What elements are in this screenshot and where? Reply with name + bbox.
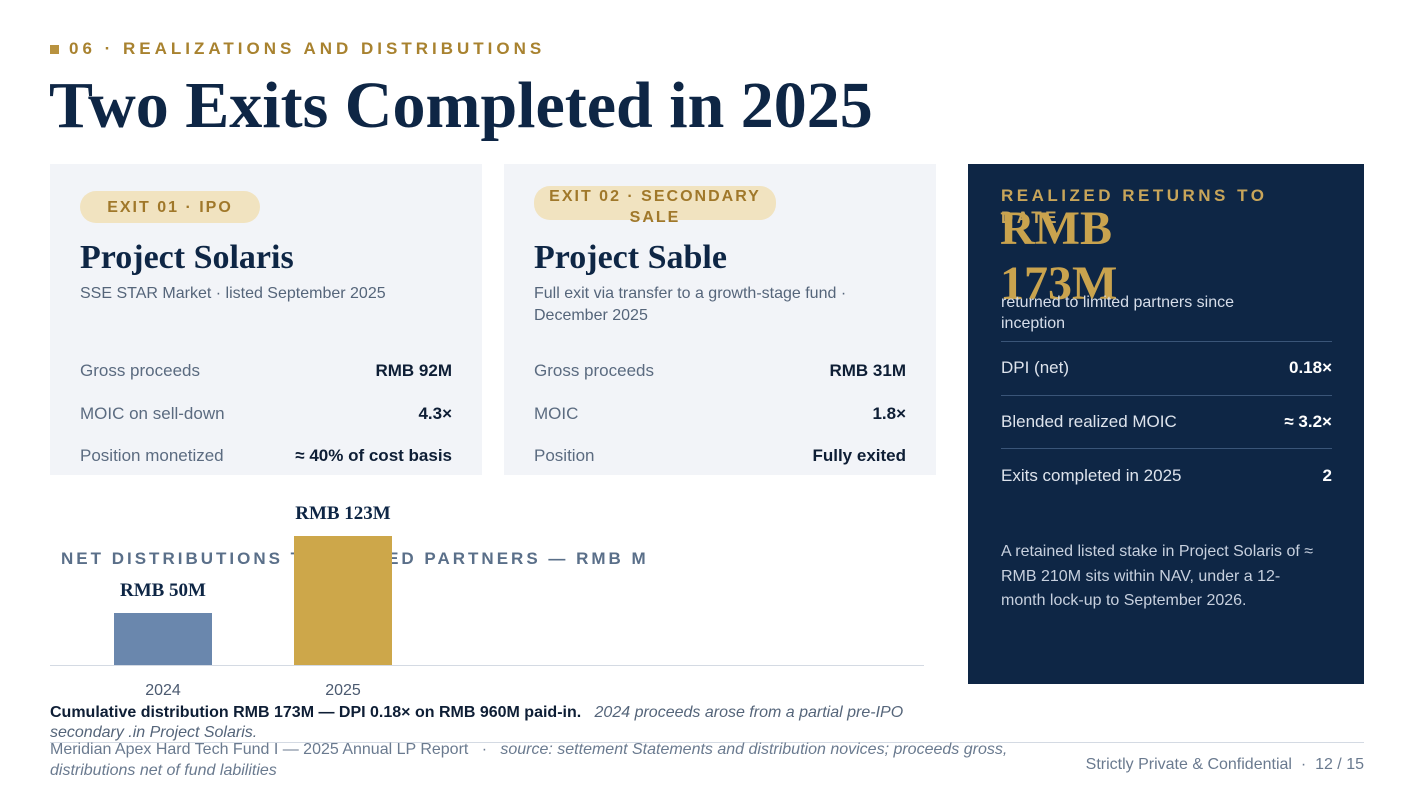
summary-row: DPI (net) 0.18× — [1001, 342, 1332, 396]
section-eyebrow: 06 · REALIZATIONS AND DISTRIBUTIONS — [50, 39, 545, 59]
metric-row: Position monetized ≈ 40% of cost basis — [80, 435, 452, 478]
footer-divider — [50, 742, 1364, 743]
metric-value: 1.8× — [872, 403, 906, 423]
exit-card-sable: EXIT 02 · SECONDARY SALE Project Sable F… — [504, 164, 936, 475]
metric-row: Gross proceeds RMB 31M — [534, 350, 906, 393]
metric-row: MOIC on sell-down 4.3× — [80, 393, 452, 436]
bar-data-label: RMB 50M — [119, 579, 206, 601]
metric-row: Gross proceeds RMB 92M — [80, 350, 452, 393]
metric-value: RMB 92M — [375, 361, 452, 381]
x-tick-label: 2025 — [325, 682, 361, 699]
summary-label: Exits completed in 2025 — [1001, 465, 1182, 485]
footer-source: Meridian Apex Hard Tech Fund I — 2025 An… — [50, 739, 1010, 781]
project-name: Project Sable — [534, 239, 727, 276]
metrics-list: Gross proceeds RMB 92M MOIC on sell-down… — [80, 350, 452, 478]
summary-value: 2 — [1322, 465, 1332, 485]
x-tick-label: 2024 — [145, 682, 181, 699]
report-name: Meridian Apex Hard Tech Fund I — 2025 An… — [50, 741, 469, 758]
realized-returns-panel: REALIZED RETURNS TO DATE RMB 173M return… — [968, 164, 1364, 684]
metric-label: Position — [534, 446, 595, 466]
metric-value: ≈ 40% of cost basis — [295, 446, 452, 466]
caption-italic: 2024 proceeds arose from a partial pre-I… — [50, 704, 904, 741]
summary-row: Blended realized MOIC ≈ 3.2× — [1001, 396, 1332, 449]
realized-amount: RMB 173M — [1000, 202, 1118, 310]
source-note: source: settement Statements and distrib… — [50, 741, 1008, 779]
panel-label: REALIZED RETURNS TO DATE — [1001, 186, 1268, 227]
project-subtitle: SSE STAR Market · listed September 2025 — [80, 285, 386, 302]
metric-row: Position Fully exited — [534, 435, 906, 478]
bar-data-label: RMB 123M — [295, 503, 391, 524]
amount-caption: returned to limited partners since incep… — [1001, 294, 1234, 332]
metric-label: Gross proceeds — [534, 361, 654, 381]
eyebrow-text: 06 · REALIZATIONS AND DISTRIBUTIONS — [69, 39, 546, 58]
metric-value: Fully exited — [812, 446, 906, 466]
chart-caption: Cumulative distribution RMB 173M — DPI 0… — [50, 703, 910, 743]
metric-label: MOIC — [534, 403, 579, 423]
summary-row: Exits completed in 2025 2 — [1001, 449, 1332, 503]
summary-value: ≈ 3.2× — [1284, 411, 1332, 431]
metric-label: Position monetized — [80, 446, 224, 466]
lockup-note: A retained listed stake in Project Solar… — [1001, 543, 1314, 609]
metric-label: MOIC on sell-down — [80, 403, 225, 423]
project-name: Project Solaris — [80, 239, 294, 276]
eyebrow-square-icon — [50, 44, 59, 54]
page-number: 12 / 15 — [1315, 756, 1364, 773]
page-title: Two Exits Completed in 2025 — [49, 69, 873, 142]
metric-label: Gross proceeds — [80, 361, 200, 381]
summary-metrics: DPI (net) 0.18× Blended realized MOIC ≈ … — [1001, 341, 1332, 503]
footer-confidential: Strictly Private & Confidential · 12 / 1… — [1085, 756, 1364, 773]
exit-tag: EXIT 01 · IPO — [80, 191, 260, 223]
summary-label: Blended realized MOIC — [1001, 411, 1177, 431]
exit-card-solaris: EXIT 01 · IPO Project Solaris SSE STAR M… — [50, 164, 482, 475]
summary-label: DPI (net) — [1001, 358, 1070, 378]
bar-2024 — [114, 612, 212, 665]
bar-2025 — [294, 536, 392, 665]
chart-baseline — [50, 665, 924, 666]
metric-value: 4.3× — [418, 403, 452, 423]
footer-separator: · — [481, 741, 488, 758]
confidential-label: Strictly Private & Confidential — [1085, 756, 1292, 773]
metric-row: MOIC 1.8× — [534, 393, 906, 436]
exit-tag: EXIT 02 · SECONDARY SALE — [534, 186, 776, 226]
metric-value: RMB 31M — [829, 361, 906, 381]
metrics-list: Gross proceeds RMB 31M MOIC 1.8× Positio… — [534, 350, 906, 478]
caption-bold: Cumulative distribution RMB 173M — DPI 0… — [50, 704, 582, 721]
project-subtitle: Full exit via transfer to a growth-stage… — [534, 285, 847, 324]
distributions-chart: NET DISTRIBUTIONS TO LIMITED PARTNERS — … — [50, 495, 930, 705]
summary-value: 0.18× — [1288, 358, 1332, 378]
